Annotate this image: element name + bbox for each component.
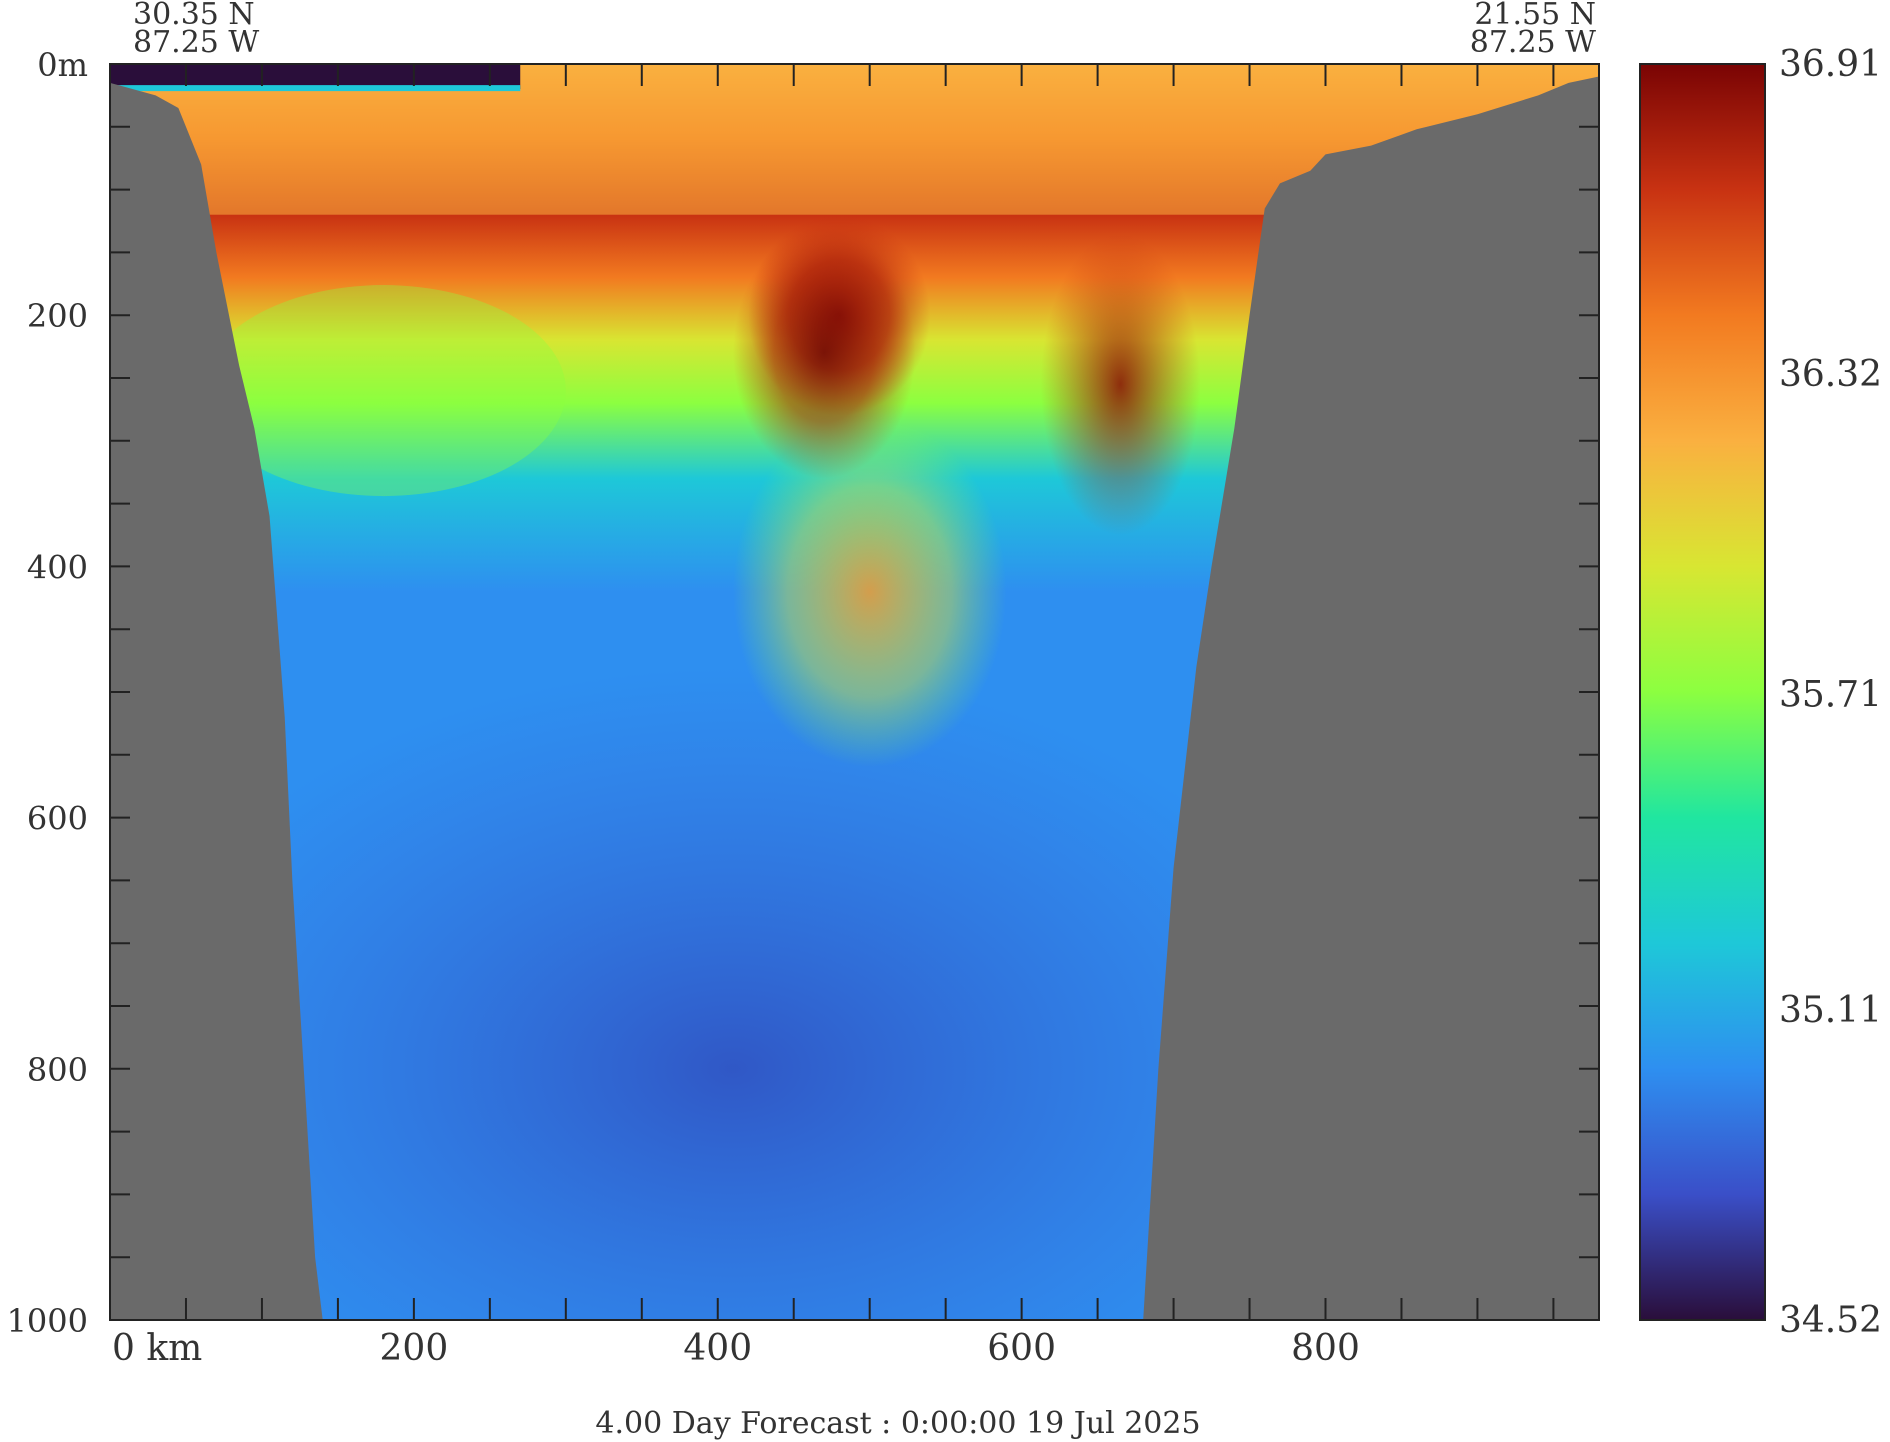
x-axis-tick-labels: 0 km 200 400 600 800 xyxy=(112,1328,1360,1369)
feature-western-intermediate-transition xyxy=(201,285,566,497)
colorbar-tick-label: 36.91 xyxy=(1779,44,1882,85)
plot-frame xyxy=(109,63,1600,1321)
start-point-label: 30.35 N 87.25 W xyxy=(133,0,259,60)
end-point-label: 21.55 N 87.25 W xyxy=(1470,0,1596,60)
start-longitude: 87.25 W xyxy=(133,25,259,60)
start-latitude: 30.35 N xyxy=(133,0,255,32)
feature-deep-water xyxy=(117,667,1349,1320)
salinity-plume-core xyxy=(732,227,916,479)
feature-fresh-surface-lens-edge xyxy=(110,85,521,92)
feature-eastern-high-salinity-core xyxy=(1040,233,1201,535)
end-latitude: 21.55 N xyxy=(1474,0,1596,32)
colorbar-tick-label: 35.71 xyxy=(1779,675,1882,716)
plot-area: 0 km 200 400 600 800 0m 200 400 600 800 1000 xyxy=(7,46,1600,1369)
seafloor-land-mask xyxy=(110,64,1599,1320)
x-tick-label: 0 km xyxy=(112,1328,202,1369)
colorbar-tick-label: 36.32 xyxy=(1779,354,1882,395)
y-tick-label: 200 xyxy=(27,297,88,335)
x-tick-label: 400 xyxy=(683,1328,752,1369)
colorbar-tick-label: 34.52 xyxy=(1779,1300,1882,1341)
colorbar-scale xyxy=(1639,63,1766,1321)
y-tick-label: 0m xyxy=(37,46,88,84)
y-tick-label: 600 xyxy=(27,800,88,838)
x-tick-label: 200 xyxy=(380,1328,449,1369)
salinity-plume xyxy=(732,415,1007,768)
y-axis-tick-labels: 0m 200 400 600 800 1000 xyxy=(7,46,88,1340)
colorbar: 34.52 35.11 35.71 36.32 36.91 xyxy=(1639,44,1882,1341)
feature-fresh-surface-lens xyxy=(110,64,521,90)
x-tick-label: 800 xyxy=(1291,1328,1360,1369)
axis-ticks xyxy=(109,63,1599,1321)
y-tick-label: 800 xyxy=(27,1051,88,1089)
colorbar-tick-labels: 34.52 35.11 35.71 36.32 36.91 xyxy=(1779,44,1882,1341)
forecast-footer: 4.00 Day Forecast : 0:00:00 19 Jul 2025 xyxy=(595,1406,1200,1441)
y-tick-label: 400 xyxy=(27,548,88,586)
y-tick-label: 1000 xyxy=(7,1302,88,1340)
end-longitude: 87.25 W xyxy=(1470,25,1596,60)
colorbar-tick-label: 35.11 xyxy=(1779,990,1882,1031)
x-tick-label: 600 xyxy=(987,1328,1056,1369)
